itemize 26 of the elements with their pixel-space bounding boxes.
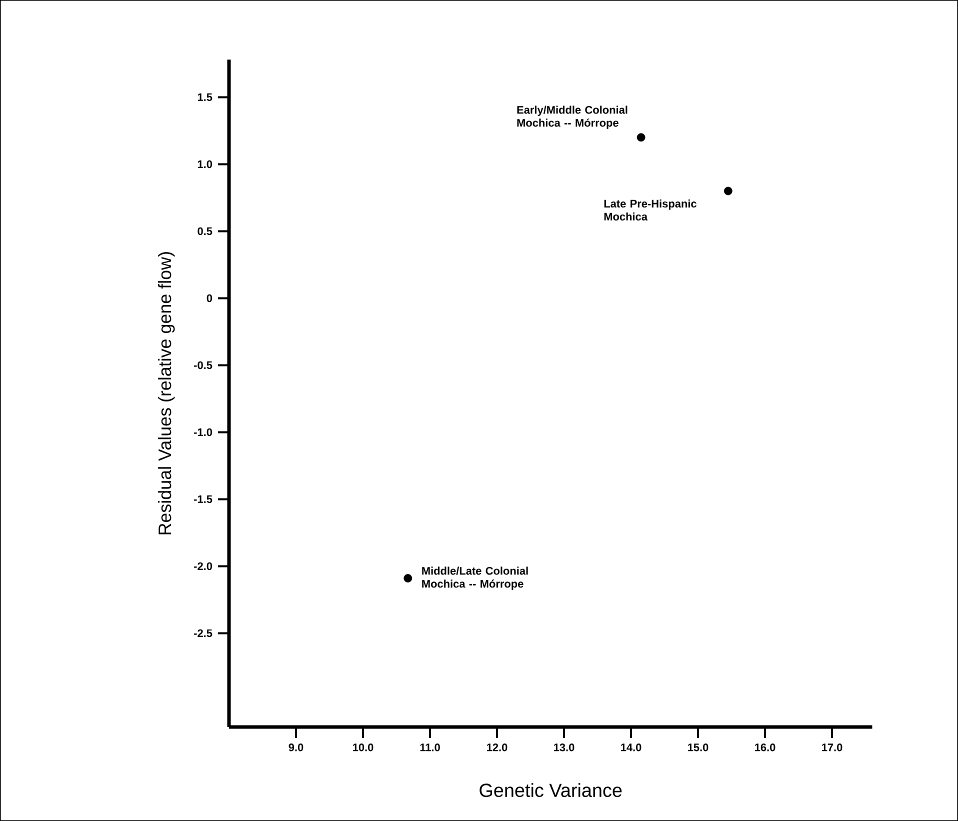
point: [636, 133, 646, 142]
point: [724, 186, 732, 196]
annotation: Late Pre-Hispanic Mochica: [604, 200, 696, 221]
annotation: Middle/Late Colonial Mochica -- Mórrope: [422, 566, 528, 590]
x-tick-label: 14.0: [621, 744, 642, 752]
x-tick-label: 16.0: [755, 744, 776, 752]
x-tick-label: 12.0: [487, 744, 508, 752]
x-tick-label: 9.0: [288, 744, 304, 752]
y-tick-label: -2.0: [194, 562, 212, 570]
y-tick-label: -0.5: [194, 361, 212, 370]
x-tick-label: 17.0: [822, 744, 842, 752]
y-tick-label: -2.5: [194, 629, 212, 638]
x-tick-label: 10.0: [353, 744, 374, 752]
x-tick-label: 13.0: [554, 744, 574, 752]
point: [404, 574, 412, 582]
y-tick-label: 1.5: [198, 93, 212, 102]
y-axis-title: Residual Values (relative gene flow): [158, 252, 175, 534]
y-tick-label: -1.5: [194, 495, 212, 504]
y-tick-label: 0: [206, 294, 212, 302]
x-tick-label: 15.0: [688, 744, 708, 752]
y-tick-label: 0.5: [198, 227, 212, 236]
x-tick-label: 11.0: [420, 744, 440, 752]
annotation: Early/Middle Colonial Mochica -- Mórrope: [517, 106, 628, 129]
x-axis-title: Genetic Variance: [480, 783, 622, 798]
y-tick-label: 1.0: [198, 160, 212, 168]
y-tick-label: -1.0: [194, 428, 212, 436]
